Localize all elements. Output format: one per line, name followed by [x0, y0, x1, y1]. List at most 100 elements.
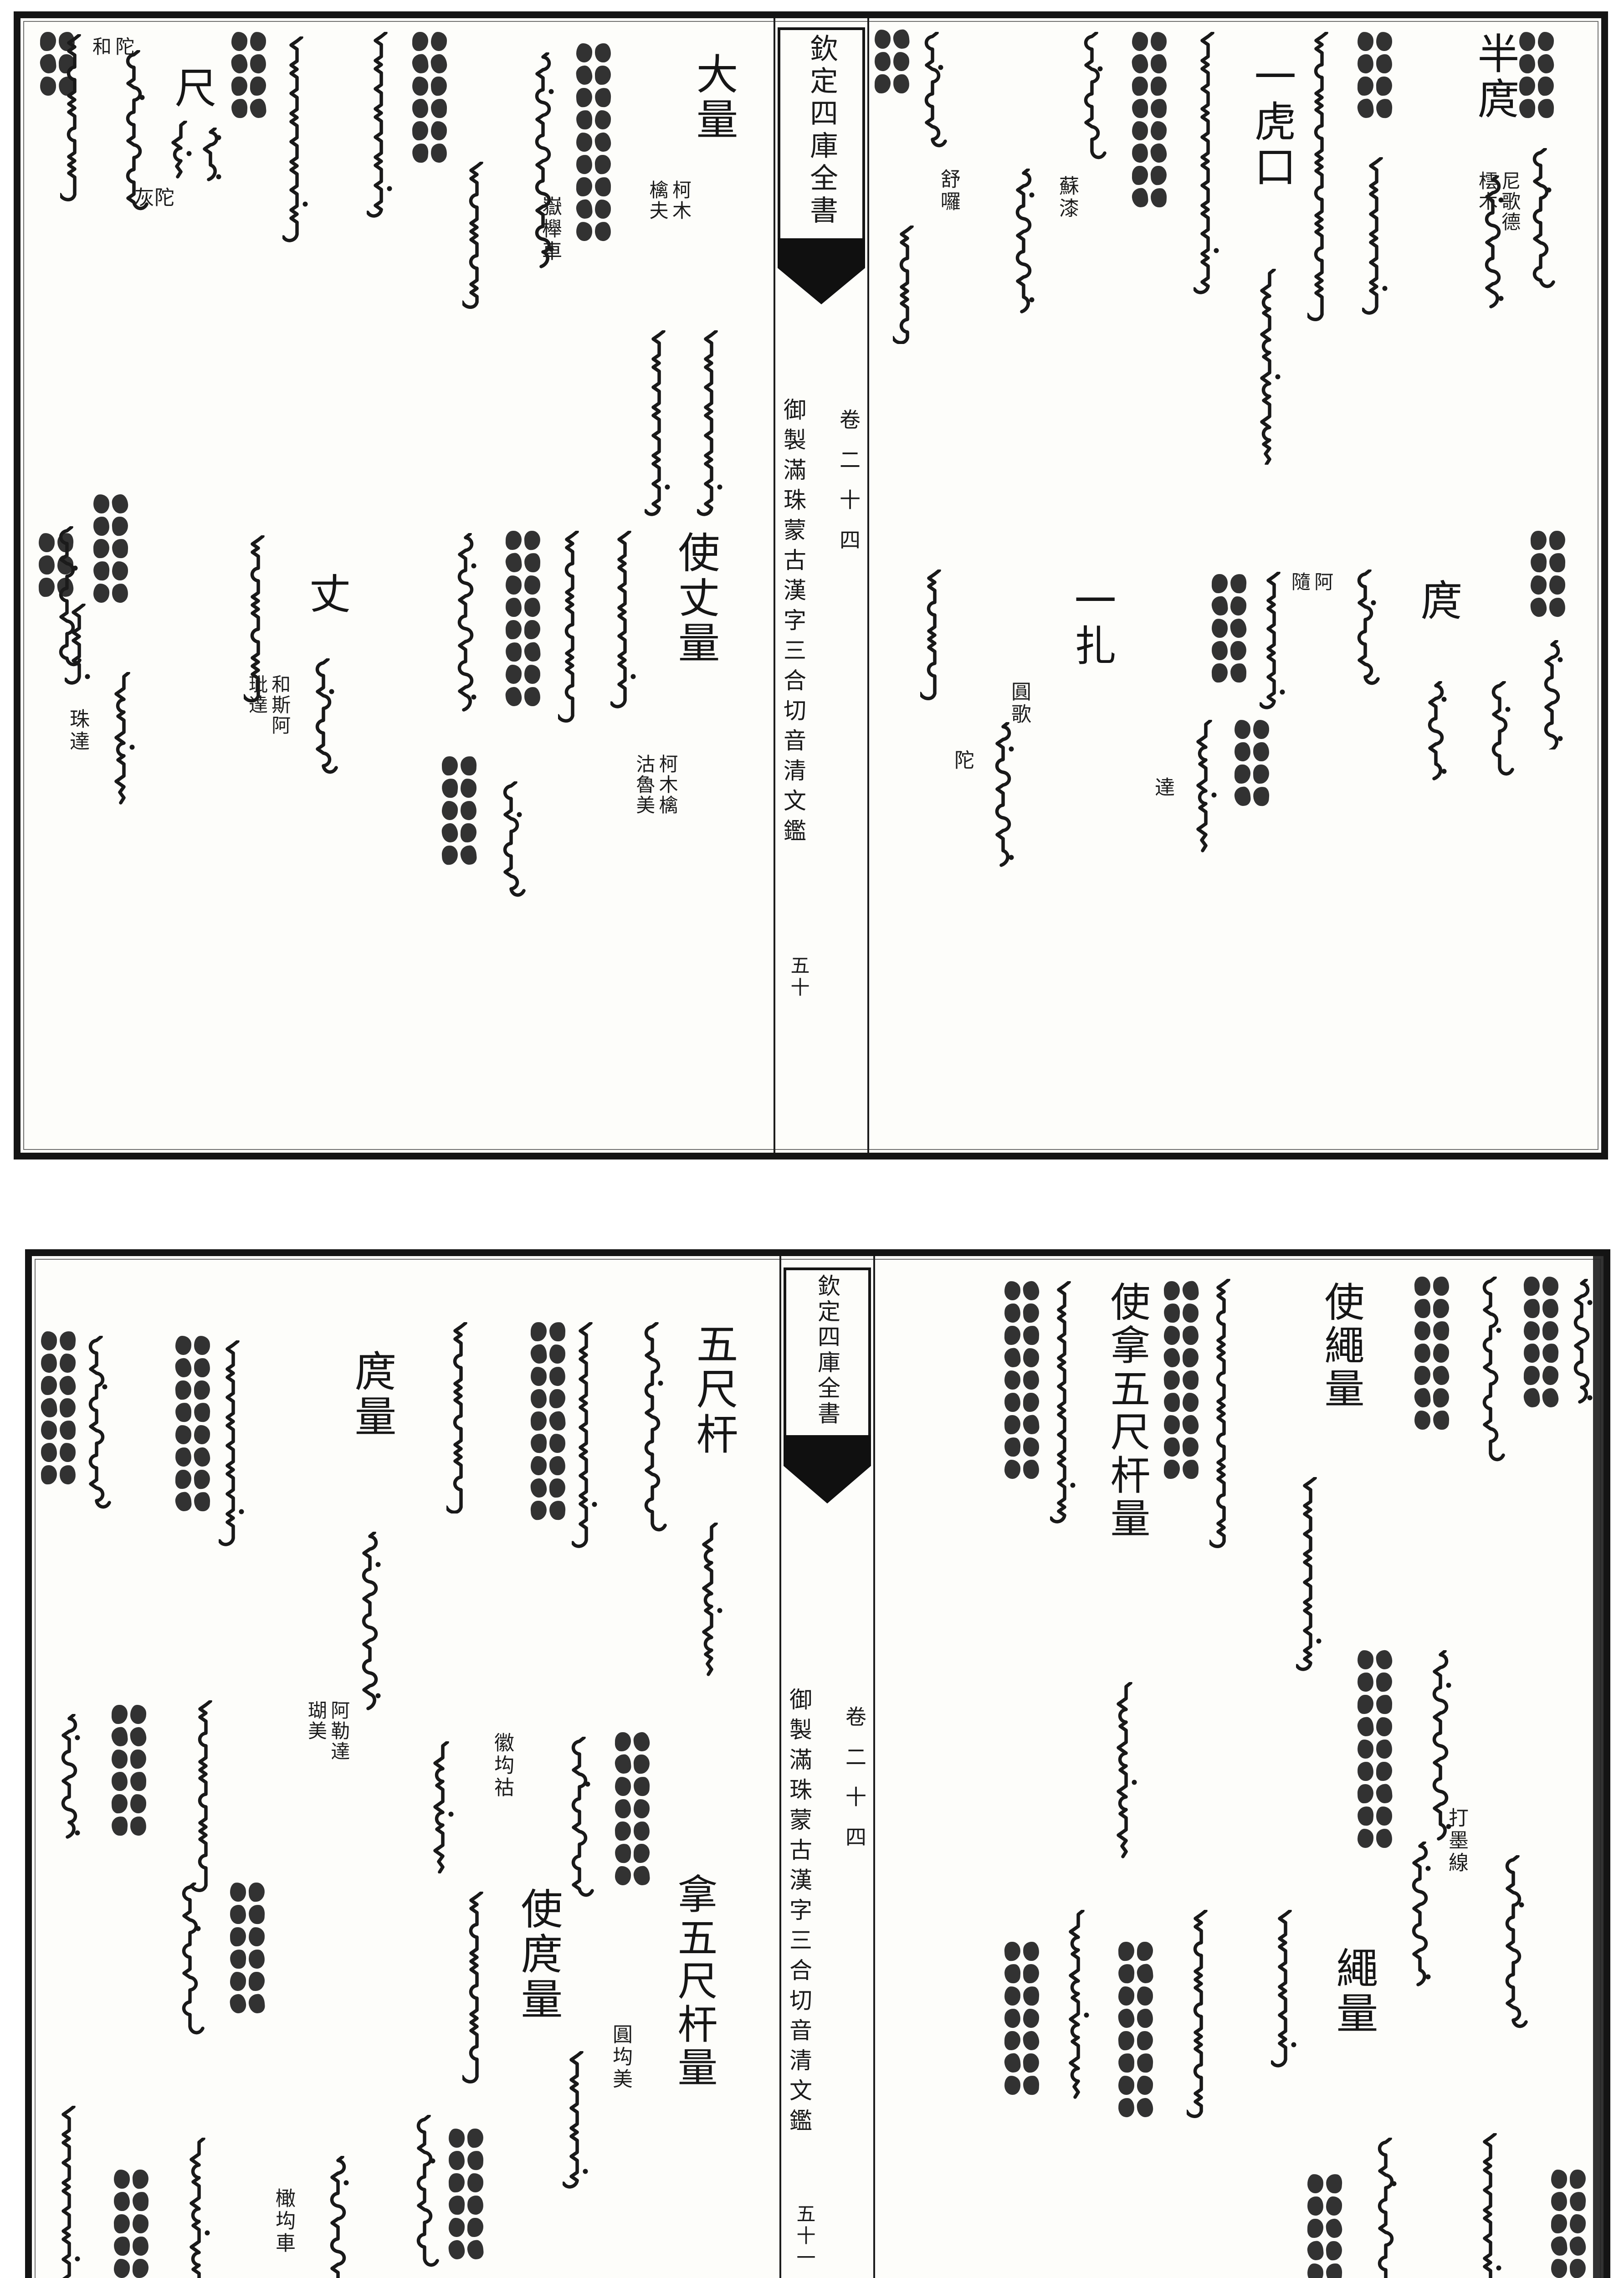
illegible-gloss-cluster: [1131, 31, 1168, 208]
manchu-script-word: [1485, 680, 1514, 783]
ink-smudge: [1023, 1348, 1040, 1368]
ink-smudge: [1414, 1365, 1431, 1385]
ink-smudge: [575, 199, 593, 220]
ink-smudge: [523, 641, 541, 662]
manchu-script-word: [1306, 31, 1337, 330]
ink-smudge: [548, 1411, 566, 1431]
page-content: 半庹 尼歌德 橒木 一虎口 蘇漆 舒囉庹阿隨一扎 圓歌陀達大量 柯木 檎夫 嶽櫸車尺陀和陀灰 使丈量…: [14, 11, 1608, 1160]
ink-smudge: [113, 2258, 130, 2278]
phonetic-gloss: 舒囉: [937, 169, 960, 213]
headword: 拿五尺杆量: [671, 1873, 718, 2090]
ink-smudge: [614, 1799, 632, 1819]
ink-smudge: [92, 493, 110, 514]
gloss-smudge-column: [1375, 31, 1393, 119]
ink-smudge: [1163, 1281, 1180, 1301]
manchu-script-word: [1361, 156, 1391, 323]
ink-smudge: [594, 221, 612, 242]
manchu-script-word: [918, 569, 949, 708]
ink-smudge: [594, 132, 612, 153]
volume-label: 卷二十四: [836, 409, 861, 569]
ink-smudge: [174, 1491, 192, 1512]
gloss-smudge-column: [1530, 530, 1547, 618]
ink-smudge: [1118, 1986, 1135, 2006]
phonetic-gloss-columns: 和斯阿 玼達: [184, 674, 291, 736]
illegible-gloss-cluster: [1211, 573, 1247, 683]
ink-smudge: [1117, 2008, 1135, 2029]
ink-smudge: [1357, 1761, 1374, 1781]
ink-smudge: [1307, 2218, 1324, 2238]
ink-smudge: [575, 154, 593, 175]
ink-smudge: [448, 2128, 466, 2149]
gloss-smudge-column: [113, 2169, 131, 2278]
ink-smudge: [549, 1478, 566, 1498]
ink-smudge: [1182, 1370, 1199, 1390]
manchu-script-word: [190, 1699, 220, 1903]
ink-smudge: [892, 29, 910, 50]
scanned-page-folio-51: 使繩量 使拿五尺杆量 打墨線 繩量 五尺杆 庹量 阿勒達 瑚美 徽㘬祜 拿五尺杆量 圓㘬美 使庹量 橄㘬…: [25, 1249, 1610, 2278]
ink-smudge: [1548, 553, 1566, 573]
ink-smudge: [175, 1335, 192, 1355]
ink-smudge: [1537, 76, 1555, 97]
ink-smudge: [132, 2258, 149, 2278]
illegible-gloss-cluster: [448, 2128, 484, 2260]
scan-edge-smudge: [1593, 1253, 1606, 2278]
ink-smudge: [448, 2150, 466, 2170]
ink-smudge: [1022, 1370, 1040, 1390]
ink-smudge: [441, 778, 459, 799]
gloss-column: 阿: [1311, 572, 1334, 592]
ink-smudge: [1569, 2191, 1587, 2212]
manchu-script-word: [1259, 571, 1289, 724]
manchu-script-word: [1049, 1280, 1079, 1538]
ink-smudge: [874, 74, 891, 94]
manchu-script-word: [1077, 31, 1107, 166]
phonetic-gloss: 橄㘬車: [272, 2188, 295, 2255]
manchu-script-word: [638, 1321, 667, 1543]
ink-smudge: [505, 552, 523, 573]
ink-smudge: [1548, 530, 1566, 551]
manchu-script-word: [1476, 1276, 1505, 1470]
page-content: 使繩量 使拿五尺杆量 打墨線 繩量 五尺杆 庹量 阿勒達 瑚美 徽㘬祜 拿五尺杆量 圓㘬美 使庹量 橄㘬…: [25, 1249, 1610, 2278]
gloss-smudge-column: [1523, 1276, 1541, 1408]
ink-smudge: [874, 51, 891, 72]
illegible-gloss-cluster: [174, 1335, 211, 1512]
ink-smudge: [1357, 1694, 1374, 1714]
ink-smudge: [1376, 1761, 1393, 1781]
manchu-script-word: [445, 1321, 476, 1515]
ink-smudge: [248, 1904, 266, 1924]
ink-smudge: [548, 1456, 566, 1476]
ink-smudge: [1004, 2052, 1021, 2073]
gloss-smudge-column: [1131, 31, 1149, 208]
ink-smudge: [1234, 786, 1251, 807]
ink-smudge: [1182, 1280, 1199, 1301]
ink-smudge: [56, 532, 74, 553]
volume-label: 卷二十四: [842, 1706, 867, 1866]
ink-smudge: [530, 1344, 548, 1365]
manchu-script-word: [355, 1531, 384, 1716]
ink-smudge: [1022, 2075, 1040, 2095]
ink-smudge: [1118, 2075, 1135, 2095]
phonetic-gloss: 圓歌: [1008, 681, 1031, 726]
ink-smudge: [1117, 2053, 1135, 2073]
ink-smudge: [113, 2214, 130, 2234]
ink-smudge: [1357, 76, 1374, 96]
gloss-smudge-column: [548, 1322, 566, 1521]
ink-smudge: [430, 143, 448, 164]
ink-smudge: [892, 51, 910, 72]
ink-smudge: [1542, 1276, 1559, 1297]
ink-smudge: [412, 31, 429, 51]
gloss-smudge-column: [56, 532, 74, 598]
gloss-column: 隨: [1288, 572, 1311, 592]
illegible-gloss-cluster: [92, 493, 129, 604]
ink-smudge: [1004, 2008, 1021, 2029]
ink-smudge: [1150, 188, 1168, 208]
ink-smudge: [1211, 618, 1229, 639]
ink-smudge: [1182, 1348, 1199, 1368]
ink-smudge: [1163, 1392, 1181, 1412]
ink-smudge: [1230, 663, 1247, 683]
ink-smudge: [194, 1380, 210, 1400]
manchu-script-word: [323, 2155, 353, 2278]
ink-smudge: [1182, 1325, 1199, 1345]
ink-smudge: [40, 1353, 58, 1374]
ink-smudge: [1004, 1281, 1021, 1301]
ink-smudge: [1004, 2031, 1021, 2051]
